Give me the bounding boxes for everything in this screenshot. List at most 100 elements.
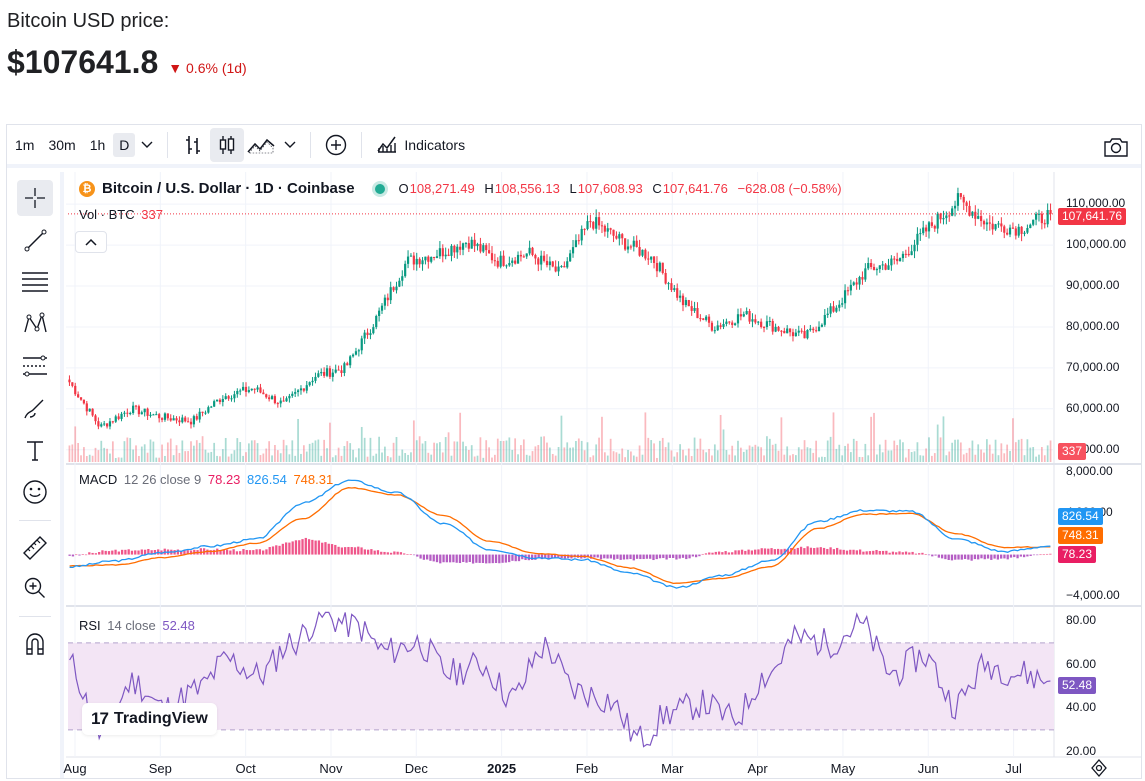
candle-body: [340, 370, 343, 374]
forecast-icon[interactable]: [17, 348, 53, 384]
candle-body: [994, 224, 997, 230]
trend-line-icon[interactable]: [17, 222, 53, 258]
candle-body: [447, 254, 450, 256]
tradingview-logo[interactable]: 17 TradingView: [82, 703, 217, 735]
symbol-name[interactable]: Bitcoin / U.S. Dollar · 1D · Coinbase: [102, 180, 355, 197]
candle-body: [427, 256, 430, 262]
candle-body: [829, 306, 832, 314]
volume-bar: [577, 438, 580, 462]
volume-bar: [103, 447, 106, 462]
candle-body: [803, 330, 806, 339]
candle-body: [910, 251, 913, 256]
macd-histogram-bar: [307, 539, 311, 555]
magnet-icon[interactable]: [17, 626, 53, 662]
macd-histogram-bar: [872, 550, 875, 555]
volume-bar: [389, 457, 392, 462]
volume-bar: [632, 455, 635, 462]
ruler-icon[interactable]: [17, 530, 53, 566]
timeframe-1h[interactable]: 1h: [89, 136, 106, 153]
volume-bar: [242, 455, 244, 462]
candle-body: [1049, 209, 1052, 214]
volume-bar: [823, 456, 826, 462]
candle-body: [146, 408, 149, 416]
candle-body: [748, 311, 751, 322]
indicators-button[interactable]: Indicators: [370, 133, 471, 156]
volume-bar: [418, 436, 421, 462]
candle-body: [265, 394, 268, 398]
price-row: $107641.8 ▼ 0.6% (1d): [7, 44, 247, 81]
macd-histogram-bar: [271, 546, 275, 555]
timeframe-30m[interactable]: 30m: [48, 136, 76, 153]
volume-bar: [424, 441, 427, 462]
candle-body: [415, 258, 418, 265]
volume-bar: [395, 437, 398, 462]
volume-bar: [219, 456, 221, 462]
volume-bar: [485, 440, 488, 462]
candle-body: [82, 399, 86, 404]
fib-retracement-icon[interactable]: [17, 264, 53, 300]
chevron-down-icon[interactable]: [135, 128, 159, 162]
timeframe-d[interactable]: D: [113, 132, 136, 157]
time-axis-label: 2025: [487, 761, 517, 776]
collapse-legend-button[interactable]: [75, 231, 107, 253]
candle-body: [1046, 209, 1049, 225]
candle-body: [846, 290, 850, 292]
macd-histogram-bar: [685, 554, 688, 560]
text-icon[interactable]: [17, 432, 53, 468]
macd-histogram-bar: [586, 554, 590, 557]
volume-bar: [1020, 438, 1023, 462]
volume-bar: [80, 455, 82, 462]
candle-body: [571, 247, 575, 254]
volume-bar: [343, 446, 346, 462]
candle-body: [395, 286, 398, 291]
macd-histogram-bar: [849, 549, 852, 555]
macd-histogram-bar: [245, 550, 248, 555]
pattern-icon[interactable]: [17, 306, 53, 342]
volume-bar: [412, 420, 415, 462]
candle-body: [887, 265, 890, 270]
timeframe-1m[interactable]: 1m: [15, 136, 35, 153]
area-chart-icon[interactable]: [244, 128, 278, 162]
volume-bar: [256, 443, 259, 462]
macd-histogram-bar: [347, 546, 350, 555]
volume-bar: [768, 438, 771, 462]
macd-histogram-bar: [481, 554, 485, 564]
candle-body: [705, 316, 708, 320]
chevron-down-icon[interactable]: [278, 128, 302, 162]
macd-histogram-bar: [114, 549, 117, 555]
candle-body: [215, 399, 219, 402]
settings-icon[interactable]: [1090, 759, 1108, 781]
volume-bar: [253, 440, 256, 462]
time-axis-label: Mar: [661, 761, 684, 776]
candle-body: [88, 408, 91, 412]
emoji-icon[interactable]: [17, 474, 53, 510]
crosshair-icon[interactable]: [17, 180, 53, 216]
volume-bar: [1043, 455, 1046, 462]
candle-body: [187, 421, 190, 423]
macd-histogram-bar: [967, 554, 970, 560]
volume-bar: [149, 439, 152, 462]
candle-body: [522, 256, 525, 258]
bar-chart-icon[interactable]: [176, 128, 210, 162]
zoom-in-icon[interactable]: [17, 570, 53, 606]
volume-bar: [682, 449, 684, 462]
macd-histogram-bar: [1042, 554, 1045, 556]
volume-bar: [803, 440, 806, 462]
candle-body: [192, 416, 195, 425]
brush-icon[interactable]: [17, 390, 53, 426]
candle-body: [733, 323, 737, 325]
candle-body: [114, 416, 117, 422]
candle-body: [855, 282, 858, 285]
candle-chart-icon[interactable]: [210, 127, 245, 162]
volume-bar: [172, 455, 175, 462]
macd-histogram-bar: [734, 550, 737, 555]
camera-icon[interactable]: [1099, 130, 1133, 164]
volume-bar: [786, 446, 789, 462]
volume-bar: [606, 455, 609, 462]
rsi-axis-label: 60.00: [1066, 656, 1097, 671]
compare-plus-icon[interactable]: [319, 128, 353, 162]
macd-histogram-bar: [426, 554, 429, 560]
macd-histogram-bar: [248, 550, 252, 555]
rsi-tag: 52.48: [1058, 677, 1097, 694]
